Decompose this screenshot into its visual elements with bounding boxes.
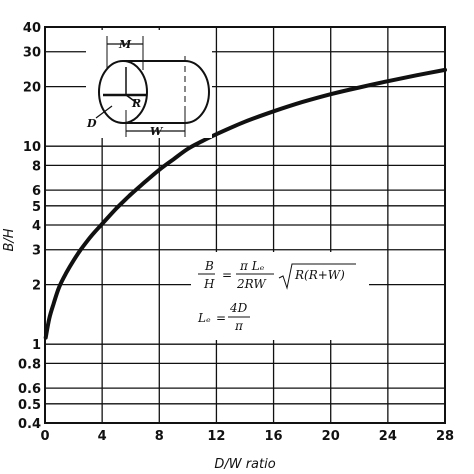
formula-equals: = (222, 268, 232, 282)
y-tick-label: 6 (32, 184, 41, 199)
y-tick-label: 8 (32, 159, 41, 174)
y-tick-label: 40 (23, 21, 41, 36)
radius-line (125, 94, 138, 104)
y-tick-label: 5 (32, 200, 41, 215)
le-denominator: π (234, 319, 244, 333)
x-tick-label: 12 (207, 429, 225, 444)
y-tick-label: 4 (32, 219, 41, 234)
y-tick-label: 10 (23, 140, 41, 155)
y-tick-label: 1 (32, 338, 41, 353)
formula-sqrt-content: R(R+W) (294, 268, 345, 282)
y-tick-label: 0.4 (18, 417, 41, 432)
y-tick-label: 0.6 (18, 382, 41, 397)
sqrt-sign (278, 263, 356, 290)
y-tick-label: 30 (23, 46, 41, 61)
formula-denominator: 2RW (236, 277, 267, 291)
y-tick-label: 20 (23, 81, 41, 96)
x-tick-label: 8 (155, 429, 164, 444)
le-numerator: 4D (229, 301, 248, 315)
y-tick-label: 3 (32, 244, 41, 259)
le-equals: = (216, 311, 226, 325)
x-tick-label: 24 (379, 429, 397, 444)
x-tick-label: 16 (265, 429, 283, 444)
y-tick-label: 0.8 (18, 357, 41, 372)
plot-frame (44, 26, 446, 424)
formula-b: B (204, 259, 214, 273)
cylinder-body (123, 60, 210, 124)
formula-h: H (203, 277, 215, 291)
cylinder-end-face (98, 60, 148, 124)
y-axis-label: B/H (2, 228, 17, 251)
formula-numerator: π Lₑ (239, 259, 265, 273)
x-tick-label: 28 (436, 429, 454, 444)
x-tick-label: 4 (98, 429, 107, 444)
y-tick-label: 2 (32, 279, 41, 294)
formula-box (191, 252, 369, 340)
label-r: R (131, 97, 141, 110)
le-lhs: Lₑ (197, 311, 211, 325)
label-d: D (86, 117, 97, 130)
x-tick-label: 20 (322, 429, 340, 444)
y-tick-label: 0.5 (18, 398, 41, 413)
x-axis-label: D/W ratio (214, 457, 275, 472)
label-w: W (150, 125, 164, 138)
diameter-leader (95, 105, 113, 119)
series-line (43, 67, 447, 340)
cylinder-diagram: M R D W (86, 30, 212, 138)
label-m: M (118, 38, 132, 51)
x-tick-label: 0 (40, 429, 49, 444)
